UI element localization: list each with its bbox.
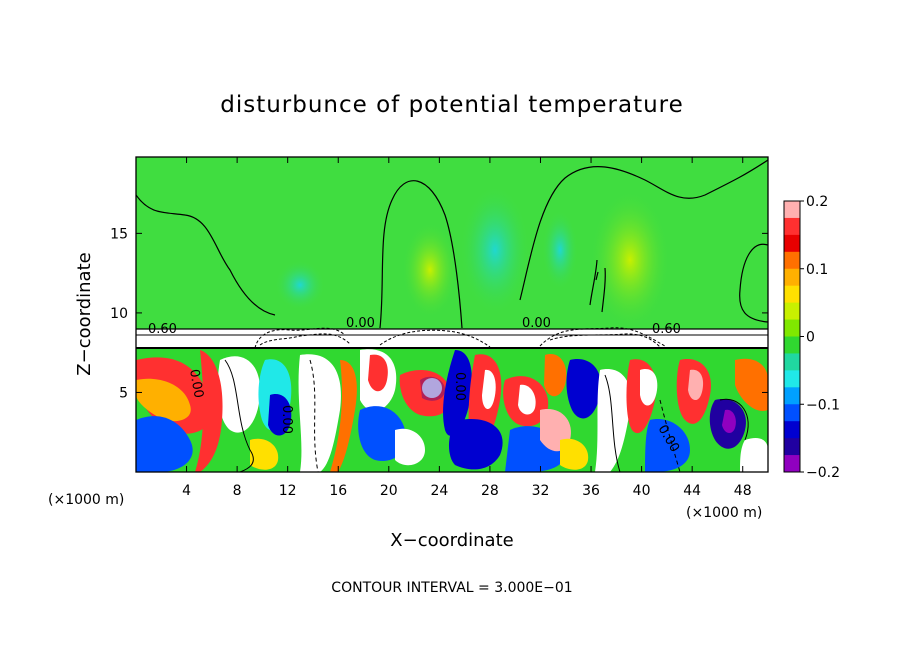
colorbar: 0.2 0.1 0 −0.1 −0.2 [783,194,840,481]
colorbar-tick-label: 0.2 [806,194,828,210]
colorbar-swatch [784,201,800,219]
anomaly-cool-2 [275,260,325,310]
contour-label: 0.00 [522,316,551,331]
colorbar-swatch [784,251,800,270]
colorbar-swatch [784,217,800,236]
colorbar-swatch [784,370,800,388]
anomaly-cool-3 [542,210,578,290]
colorbar-swatch [784,353,800,371]
layer-band [136,329,768,349]
x-tick-label: 4 [182,483,191,499]
chart-title: disturbunce of potential temperature [220,92,684,118]
contour-label: 0.60 [652,322,681,337]
colorbar-swatch [784,455,800,473]
y-tick-label: 15 [110,226,128,242]
x-tick-label: 44 [683,483,701,499]
x-tick-label: 16 [329,483,347,499]
x-unit-label-right: (×1000 m) [686,505,762,521]
x-unit-label-left: (×1000 m) [48,492,124,508]
colorbar-swatch [784,234,800,253]
upper-contour-line [589,259,606,313]
y-axis-ticks: 5 10 15 [110,226,768,401]
x-tick-label: 36 [582,483,600,499]
x-tick-label: 32 [532,483,550,499]
colorbar-swatch [784,302,800,321]
anomaly-warm-2 [590,190,670,330]
contour-label: 0.00 [452,372,467,401]
colorbar-tick-label: 0 [806,330,815,346]
upper-contour-line [739,243,768,323]
contour-interval-note: CONTOUR INTERVAL = 3.000E−01 [331,580,572,596]
anomaly-cool-1 [460,185,530,315]
x-tick-label: 24 [430,483,448,499]
colorbar-swatch [784,285,800,304]
colorbar-tick-label: 0.1 [806,262,828,278]
colorbar-swatch [784,438,800,456]
colorbar-swatch [784,268,800,287]
dashed-contour-clusters [254,327,666,349]
colorbar-swatch [784,404,800,422]
colorbar-swatch [784,421,800,439]
x-tick-label: 48 [734,483,752,499]
contour-label: 0.60 [148,322,177,337]
y-tick-label: 10 [110,306,128,322]
y-axis-label: Z−coordinate [74,252,95,375]
lower-contour-lines [224,359,749,472]
x-tick-label: 8 [233,483,242,499]
colorbar-swatch [784,336,800,354]
anomaly-warm-1 [402,222,458,318]
y-tick-label: 5 [119,385,128,401]
colorbar-tick-label: −0.1 [806,397,840,413]
colorbar-tick-label: −0.2 [806,465,840,481]
contour-label: 0.00 [346,316,375,331]
x-tick-label: 40 [633,483,651,499]
x-tick-label: 28 [481,483,499,499]
colorbar-swatch [784,319,800,337]
contour-label: 0.00 [279,405,294,434]
upper-contour-line [519,159,768,301]
lower-turbulence [136,349,768,472]
x-tick-label: 20 [380,483,398,499]
upper-contour-line [136,194,276,316]
colorbar-swatch [784,387,800,405]
plot-frame [135,156,769,473]
x-axis-label: X−coordinate [390,530,513,551]
upper-contour-line [379,180,463,329]
plot-area [136,157,768,472]
x-tick-label: 12 [279,483,297,499]
x-axis-ticks: 4 8 12 16 20 24 28 32 36 40 44 48 [182,157,752,499]
contour-label: 0.00 [186,368,206,399]
